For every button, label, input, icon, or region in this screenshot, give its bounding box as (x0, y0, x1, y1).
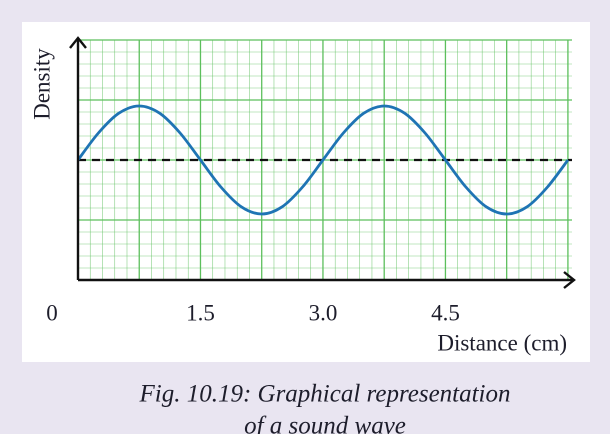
x-axis-arrow (563, 271, 576, 289)
x-tick-label: 4.5 (431, 300, 460, 325)
x-tick-label: 3.0 (309, 300, 338, 325)
y-axis-arrow (69, 36, 87, 49)
panel (22, 22, 590, 362)
x-tick-label: 0 (46, 300, 58, 325)
caption-line: Fig. 10.19: Graphical representation (138, 381, 510, 408)
y-axis-label: Density (29, 48, 54, 120)
wave-line (76, 104, 570, 216)
plot (69, 36, 576, 289)
caption-line: of a sound wave (244, 413, 406, 434)
x-axis-label: Distance (cm) (437, 330, 567, 355)
x-tick-label: 1.5 (186, 300, 215, 325)
